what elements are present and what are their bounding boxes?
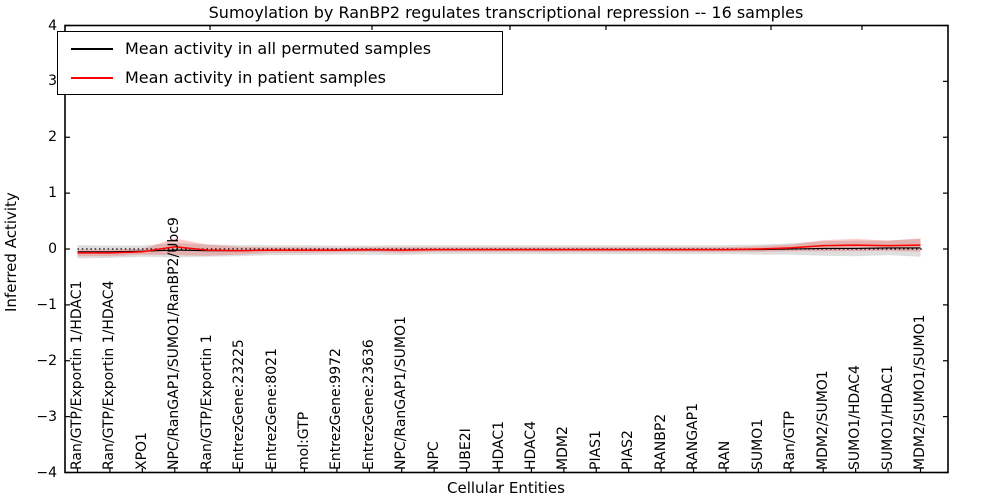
x-axis-label: Cellular Entities (447, 479, 565, 497)
x-tick-label: RANGAP1 (685, 403, 702, 470)
y-tick-label: 0 (48, 241, 57, 257)
chart-title: Sumoylation by RanBP2 regulates transcri… (208, 3, 804, 22)
x-tick-label: NPC/RanGAP1/SUMO1/RanBP2/Ubc9 (166, 217, 183, 470)
x-tick-label: PIAS1 (587, 430, 604, 470)
legend-item-permuted: Mean activity in all permuted samples (58, 38, 502, 60)
x-tick-label: SUMO1/HDAC4 (847, 365, 864, 470)
patient-mean-line (77, 244, 921, 254)
x-tick-label: UBE2I (458, 428, 475, 470)
y-tick-label: −1 (36, 296, 57, 313)
x-tick-label: MDM2 (555, 426, 572, 470)
legend: Mean activity in all permuted samples Me… (57, 31, 503, 95)
x-tick-label: mol:GTP (295, 411, 312, 470)
x-tick-label: EntrezGene:23225 (231, 339, 248, 470)
x-tick-label: EntrezGene:9972 (328, 348, 345, 470)
axes-frame (64, 24, 949, 474)
x-tick-label: SUMO1/HDAC1 (879, 365, 896, 470)
x-tick-label: RAN (717, 440, 734, 470)
y-tick-label: −4 (36, 464, 57, 481)
x-tick-label: NPC (425, 441, 442, 470)
x-tick-label: Ran/GTP/Exportin 1/HDAC4 (101, 280, 118, 470)
legend-line-permuted-icon (71, 47, 113, 50)
x-tick-label: Ran/GTP/Exportin 1 (198, 334, 215, 470)
x-tick-label: HDAC4 (522, 420, 539, 470)
x-tick-label: RANBP2 (652, 413, 669, 470)
legend-line-patient-icon (71, 76, 113, 79)
y-tick-label: 1 (48, 185, 57, 202)
patient-band (77, 238, 921, 257)
x-tick-label: SUMO1 (749, 418, 766, 470)
x-tick-label: MDM2/SUMO1 (814, 370, 831, 470)
x-tick-label: NPC/RanGAP1/SUMO1 (393, 316, 410, 470)
y-tick-label: 3 (48, 73, 57, 90)
x-tick-label: Ran/GTP/Exportin 1/HDAC1 (69, 280, 85, 470)
x-tick-label: Ran/GTP (782, 411, 799, 470)
x-tick-label: HDAC1 (490, 420, 507, 470)
x-tick-label: XPO1 (133, 432, 150, 470)
x-tick-label: EntrezGene:8021 (263, 348, 280, 470)
y-tick-label: −2 (36, 352, 57, 369)
x-tick-label: EntrezGene:23636 (360, 339, 377, 470)
x-tick-label: MDM2/SUMO1/SUMO1 (912, 314, 928, 470)
legend-item-patient: Mean activity in patient samples (58, 67, 502, 89)
legend-label-permuted: Mean activity in all permuted samples (125, 39, 432, 58)
x-tick-label: PIAS2 (620, 430, 637, 470)
y-tick-label: −3 (36, 408, 57, 425)
legend-label-patient: Mean activity in patient samples (125, 68, 386, 87)
y-tick-label: 2 (48, 129, 57, 146)
y-tick-label: 4 (48, 17, 57, 34)
